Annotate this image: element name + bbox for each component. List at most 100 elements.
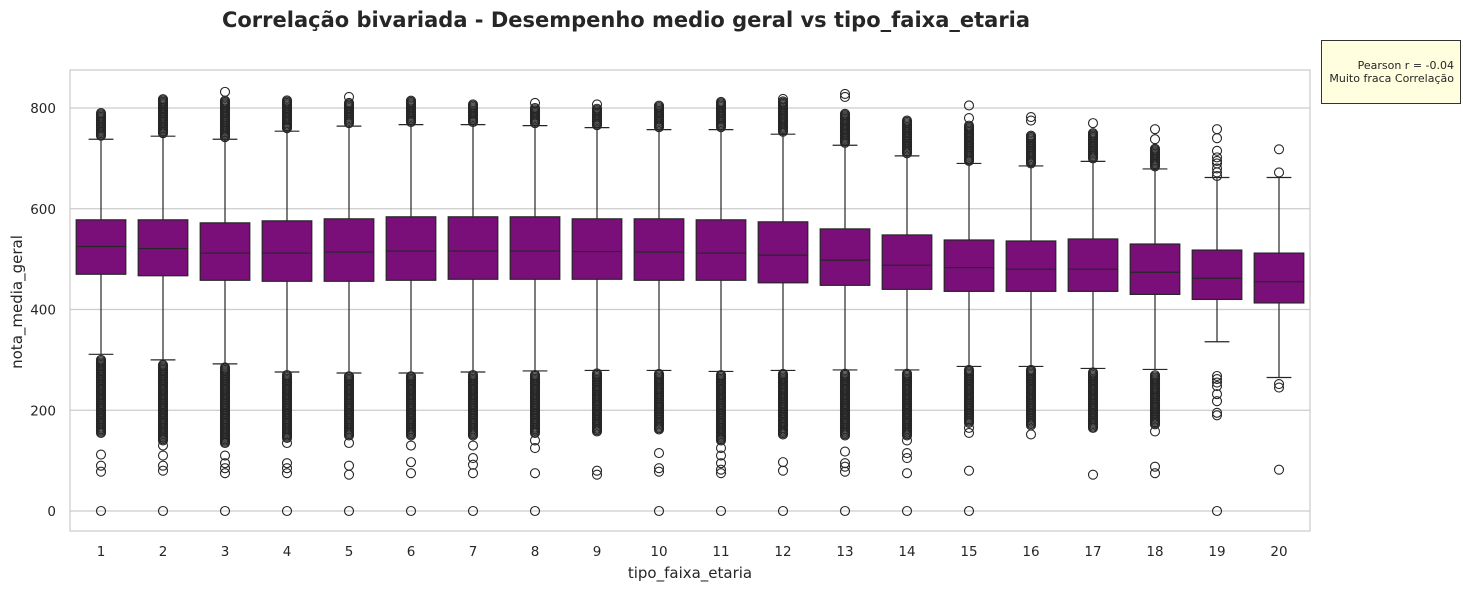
outlier-point bbox=[1025, 115, 1037, 126]
box-19 bbox=[1191, 124, 1243, 517]
outlier-point bbox=[529, 97, 541, 109]
outlier-point bbox=[1149, 134, 1161, 145]
outlier-point bbox=[219, 86, 231, 97]
box-11 bbox=[695, 96, 747, 517]
outlier-point bbox=[157, 440, 169, 451]
box-6 bbox=[385, 95, 437, 517]
outlier-point bbox=[1149, 143, 1161, 154]
outlier-point bbox=[1149, 426, 1161, 437]
outlier-point bbox=[405, 371, 417, 382]
outlier-point bbox=[591, 469, 603, 480]
iqr-box bbox=[943, 239, 995, 292]
box-2 bbox=[137, 94, 189, 517]
x-tick-label: 8 bbox=[531, 544, 540, 560]
outlier-point bbox=[157, 460, 169, 471]
iqr-box bbox=[571, 218, 623, 280]
outlier-point bbox=[839, 88, 851, 99]
outlier-point bbox=[591, 465, 603, 476]
outlier-point bbox=[529, 468, 541, 479]
outlier-point bbox=[1025, 364, 1037, 376]
outlier-point bbox=[653, 368, 665, 380]
iqr-box bbox=[447, 216, 499, 280]
box-3 bbox=[199, 86, 251, 517]
outlier-point bbox=[1149, 124, 1161, 135]
box-13 bbox=[819, 88, 871, 517]
outlier-point bbox=[901, 448, 913, 459]
outlier-point bbox=[281, 468, 293, 479]
x-tick-label: 11 bbox=[712, 544, 729, 560]
outlier-point bbox=[963, 465, 975, 476]
x-tick-label: 14 bbox=[898, 544, 915, 560]
y-tick-label: 600 bbox=[30, 202, 56, 218]
outlier-point bbox=[1211, 158, 1223, 169]
outlier-point bbox=[1273, 167, 1285, 178]
iqr-box bbox=[1129, 243, 1181, 295]
iqr-box bbox=[757, 221, 809, 284]
outlier-point bbox=[157, 450, 169, 461]
outlier-point bbox=[467, 453, 479, 464]
outlier-point bbox=[1149, 468, 1161, 479]
outlier-point bbox=[157, 94, 169, 105]
iqr-box bbox=[1067, 238, 1119, 292]
outlier-point bbox=[839, 505, 851, 517]
iqr-box bbox=[1253, 252, 1305, 304]
outlier-point bbox=[467, 369, 479, 381]
outlier-point bbox=[467, 505, 479, 517]
x-tick-label: 20 bbox=[1270, 544, 1287, 560]
outlier-point bbox=[715, 464, 727, 475]
box-14 bbox=[881, 115, 933, 517]
outlier-point bbox=[1211, 163, 1223, 174]
outlier-point bbox=[1211, 505, 1223, 517]
outlier-point bbox=[95, 460, 107, 471]
outlier-point bbox=[1149, 461, 1161, 472]
outlier-point bbox=[653, 505, 665, 517]
outlier-point bbox=[343, 505, 355, 517]
y-tick-label: 800 bbox=[30, 101, 56, 117]
outlier-point bbox=[95, 107, 107, 119]
outlier-point bbox=[839, 91, 851, 102]
box-10 bbox=[633, 100, 685, 517]
outlier-point bbox=[715, 450, 727, 461]
outlier-point bbox=[281, 463, 293, 474]
outlier-point bbox=[963, 505, 975, 517]
box-7 bbox=[447, 99, 499, 517]
outlier-point bbox=[777, 96, 789, 107]
outlier-point bbox=[281, 95, 293, 106]
outlier-point bbox=[963, 113, 975, 124]
outlier-point bbox=[777, 93, 789, 104]
outlier-point bbox=[839, 108, 851, 119]
outlier-point bbox=[1211, 170, 1223, 182]
outlier-point bbox=[1273, 144, 1285, 155]
outlier-point bbox=[839, 466, 851, 477]
box-15 bbox=[943, 100, 995, 517]
outlier-point bbox=[405, 457, 417, 468]
outlier-point bbox=[343, 97, 355, 109]
outlier-point bbox=[715, 458, 727, 469]
outlier-point bbox=[281, 369, 293, 381]
box-1 bbox=[75, 107, 127, 517]
box-8 bbox=[509, 97, 561, 517]
iqr-box bbox=[881, 234, 933, 290]
outlier-point bbox=[343, 91, 355, 102]
outlier-point bbox=[1211, 396, 1223, 407]
outlier-point bbox=[157, 465, 169, 476]
outlier-point bbox=[653, 463, 665, 474]
outlier-point bbox=[219, 505, 231, 517]
box-4 bbox=[261, 95, 313, 517]
chart-title: Correlação bivariada - Desempenho medio … bbox=[222, 8, 1030, 32]
y-tick-label: 200 bbox=[30, 403, 56, 419]
outlier-point bbox=[467, 99, 479, 110]
x-tick-label: 16 bbox=[1022, 544, 1039, 560]
iqr-box bbox=[1191, 249, 1243, 301]
gridlines bbox=[70, 107, 1310, 512]
outlier-point bbox=[901, 453, 913, 464]
outlier-point bbox=[343, 371, 355, 382]
iqr-box bbox=[819, 228, 871, 286]
x-tick-label: 5 bbox=[345, 544, 354, 560]
box-12 bbox=[757, 93, 809, 517]
outlier-point bbox=[963, 427, 975, 438]
outlier-point bbox=[529, 369, 541, 381]
outlier-point bbox=[963, 422, 975, 433]
outlier-point bbox=[715, 505, 727, 517]
outlier-point bbox=[1087, 118, 1099, 129]
